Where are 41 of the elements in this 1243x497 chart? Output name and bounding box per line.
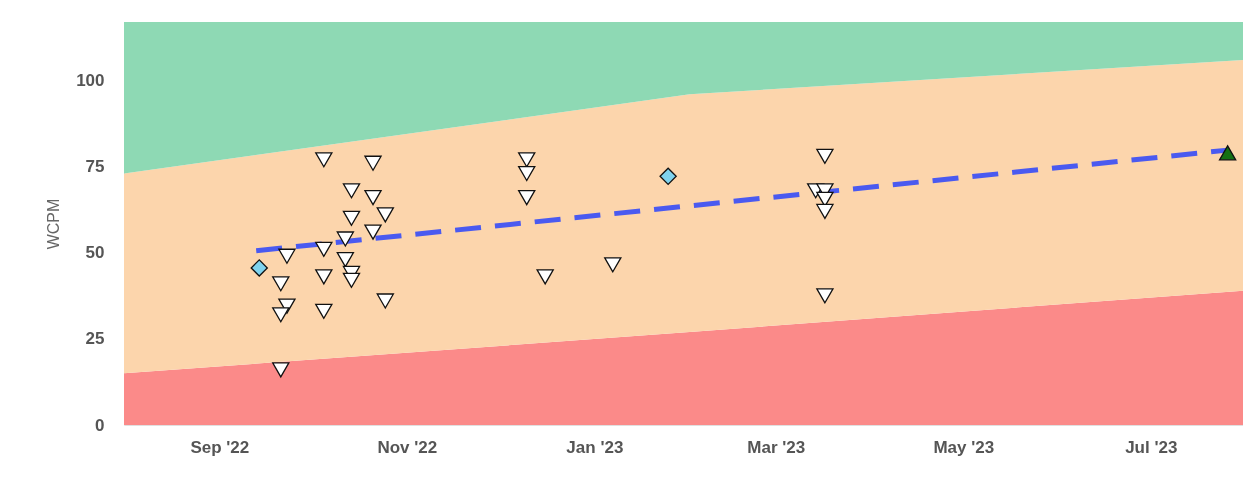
point bbox=[342, 183, 361, 199]
x-tick-label: May '23 bbox=[933, 437, 995, 457]
point bbox=[315, 303, 333, 319]
point bbox=[272, 307, 290, 323]
x-tick-label: Jul '23 bbox=[1125, 437, 1178, 457]
point bbox=[272, 362, 290, 378]
point bbox=[336, 252, 355, 268]
point bbox=[250, 259, 268, 277]
y-axis-title: WCPM bbox=[45, 198, 63, 250]
point bbox=[518, 190, 536, 206]
point bbox=[278, 248, 296, 264]
point bbox=[659, 167, 677, 186]
point bbox=[364, 155, 382, 171]
point bbox=[604, 257, 622, 273]
y-tick-label: 100 bbox=[76, 71, 105, 91]
point bbox=[376, 293, 395, 309]
y-tick-label: 50 bbox=[85, 243, 105, 263]
y-tick-label: 25 bbox=[85, 329, 105, 349]
point bbox=[518, 152, 536, 168]
x-tick-label: Jan '23 bbox=[566, 437, 624, 457]
point bbox=[816, 148, 834, 164]
point bbox=[315, 152, 333, 168]
point bbox=[342, 272, 361, 288]
point bbox=[364, 224, 382, 240]
point bbox=[536, 269, 554, 285]
point bbox=[816, 288, 834, 304]
y-tick-label: 0 bbox=[95, 415, 105, 435]
x-tick-label: Nov '22 bbox=[377, 437, 438, 457]
point bbox=[816, 203, 834, 220]
point bbox=[342, 210, 361, 226]
point bbox=[518, 165, 536, 182]
point bbox=[1218, 145, 1237, 161]
point bbox=[336, 231, 355, 247]
point bbox=[376, 207, 395, 223]
point bbox=[315, 241, 333, 257]
x-tick-label: Sep '22 bbox=[190, 437, 250, 457]
point bbox=[315, 269, 333, 285]
point bbox=[364, 190, 382, 206]
x-tick-label: Mar '23 bbox=[747, 437, 806, 457]
point bbox=[272, 276, 290, 292]
y-tick-label: 75 bbox=[85, 157, 105, 177]
